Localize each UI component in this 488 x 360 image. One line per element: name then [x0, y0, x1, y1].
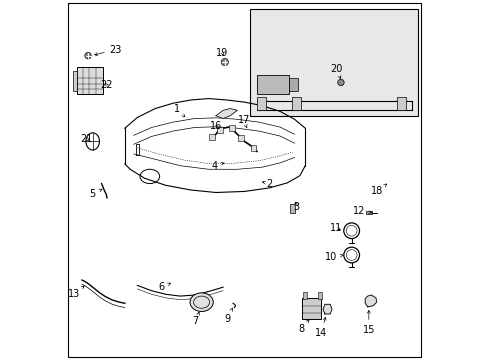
Text: 14: 14	[314, 318, 326, 338]
Text: 19: 19	[216, 48, 228, 58]
Bar	[288, 78, 298, 91]
Circle shape	[337, 79, 344, 86]
Circle shape	[84, 53, 91, 59]
Text: 7: 7	[192, 312, 199, 326]
Bar	[318, 292, 322, 298]
Text: 6: 6	[158, 282, 170, 292]
Text: 12: 12	[352, 206, 371, 216]
Text: 15: 15	[362, 310, 374, 335]
Circle shape	[221, 59, 228, 66]
Polygon shape	[323, 304, 331, 314]
Text: 16: 16	[209, 121, 222, 131]
Bar	[238, 135, 244, 141]
Text: 18: 18	[370, 184, 386, 196]
Polygon shape	[216, 109, 237, 118]
Bar	[250, 145, 256, 151]
Bar	[365, 211, 372, 214]
Bar	[209, 134, 215, 140]
Text: 22: 22	[101, 80, 113, 90]
Bar	[73, 71, 77, 91]
Text: 1: 1	[173, 104, 184, 117]
Text: 3: 3	[293, 202, 299, 212]
Text: 20: 20	[330, 64, 342, 78]
Text: 11: 11	[329, 223, 341, 233]
Text: 13: 13	[68, 286, 84, 299]
Text: 9: 9	[224, 308, 232, 324]
Ellipse shape	[190, 293, 213, 311]
Text: 23: 23	[95, 45, 122, 55]
Polygon shape	[365, 295, 376, 307]
Bar	[291, 98, 300, 111]
Bar	[303, 292, 306, 298]
Text: 8: 8	[297, 320, 308, 334]
Bar	[290, 204, 294, 213]
Bar	[397, 98, 405, 111]
Bar	[249, 9, 417, 116]
Text: 17: 17	[237, 115, 249, 128]
Bar	[257, 75, 288, 94]
Bar	[301, 298, 321, 319]
Text: 5: 5	[89, 189, 102, 199]
Bar	[257, 98, 265, 111]
Bar	[217, 127, 223, 133]
Text: 10: 10	[324, 252, 343, 262]
Bar	[77, 67, 103, 94]
Text: 2: 2	[262, 179, 272, 189]
Text: 21: 21	[80, 134, 93, 144]
Bar	[229, 125, 234, 131]
Text: 4: 4	[211, 161, 224, 171]
